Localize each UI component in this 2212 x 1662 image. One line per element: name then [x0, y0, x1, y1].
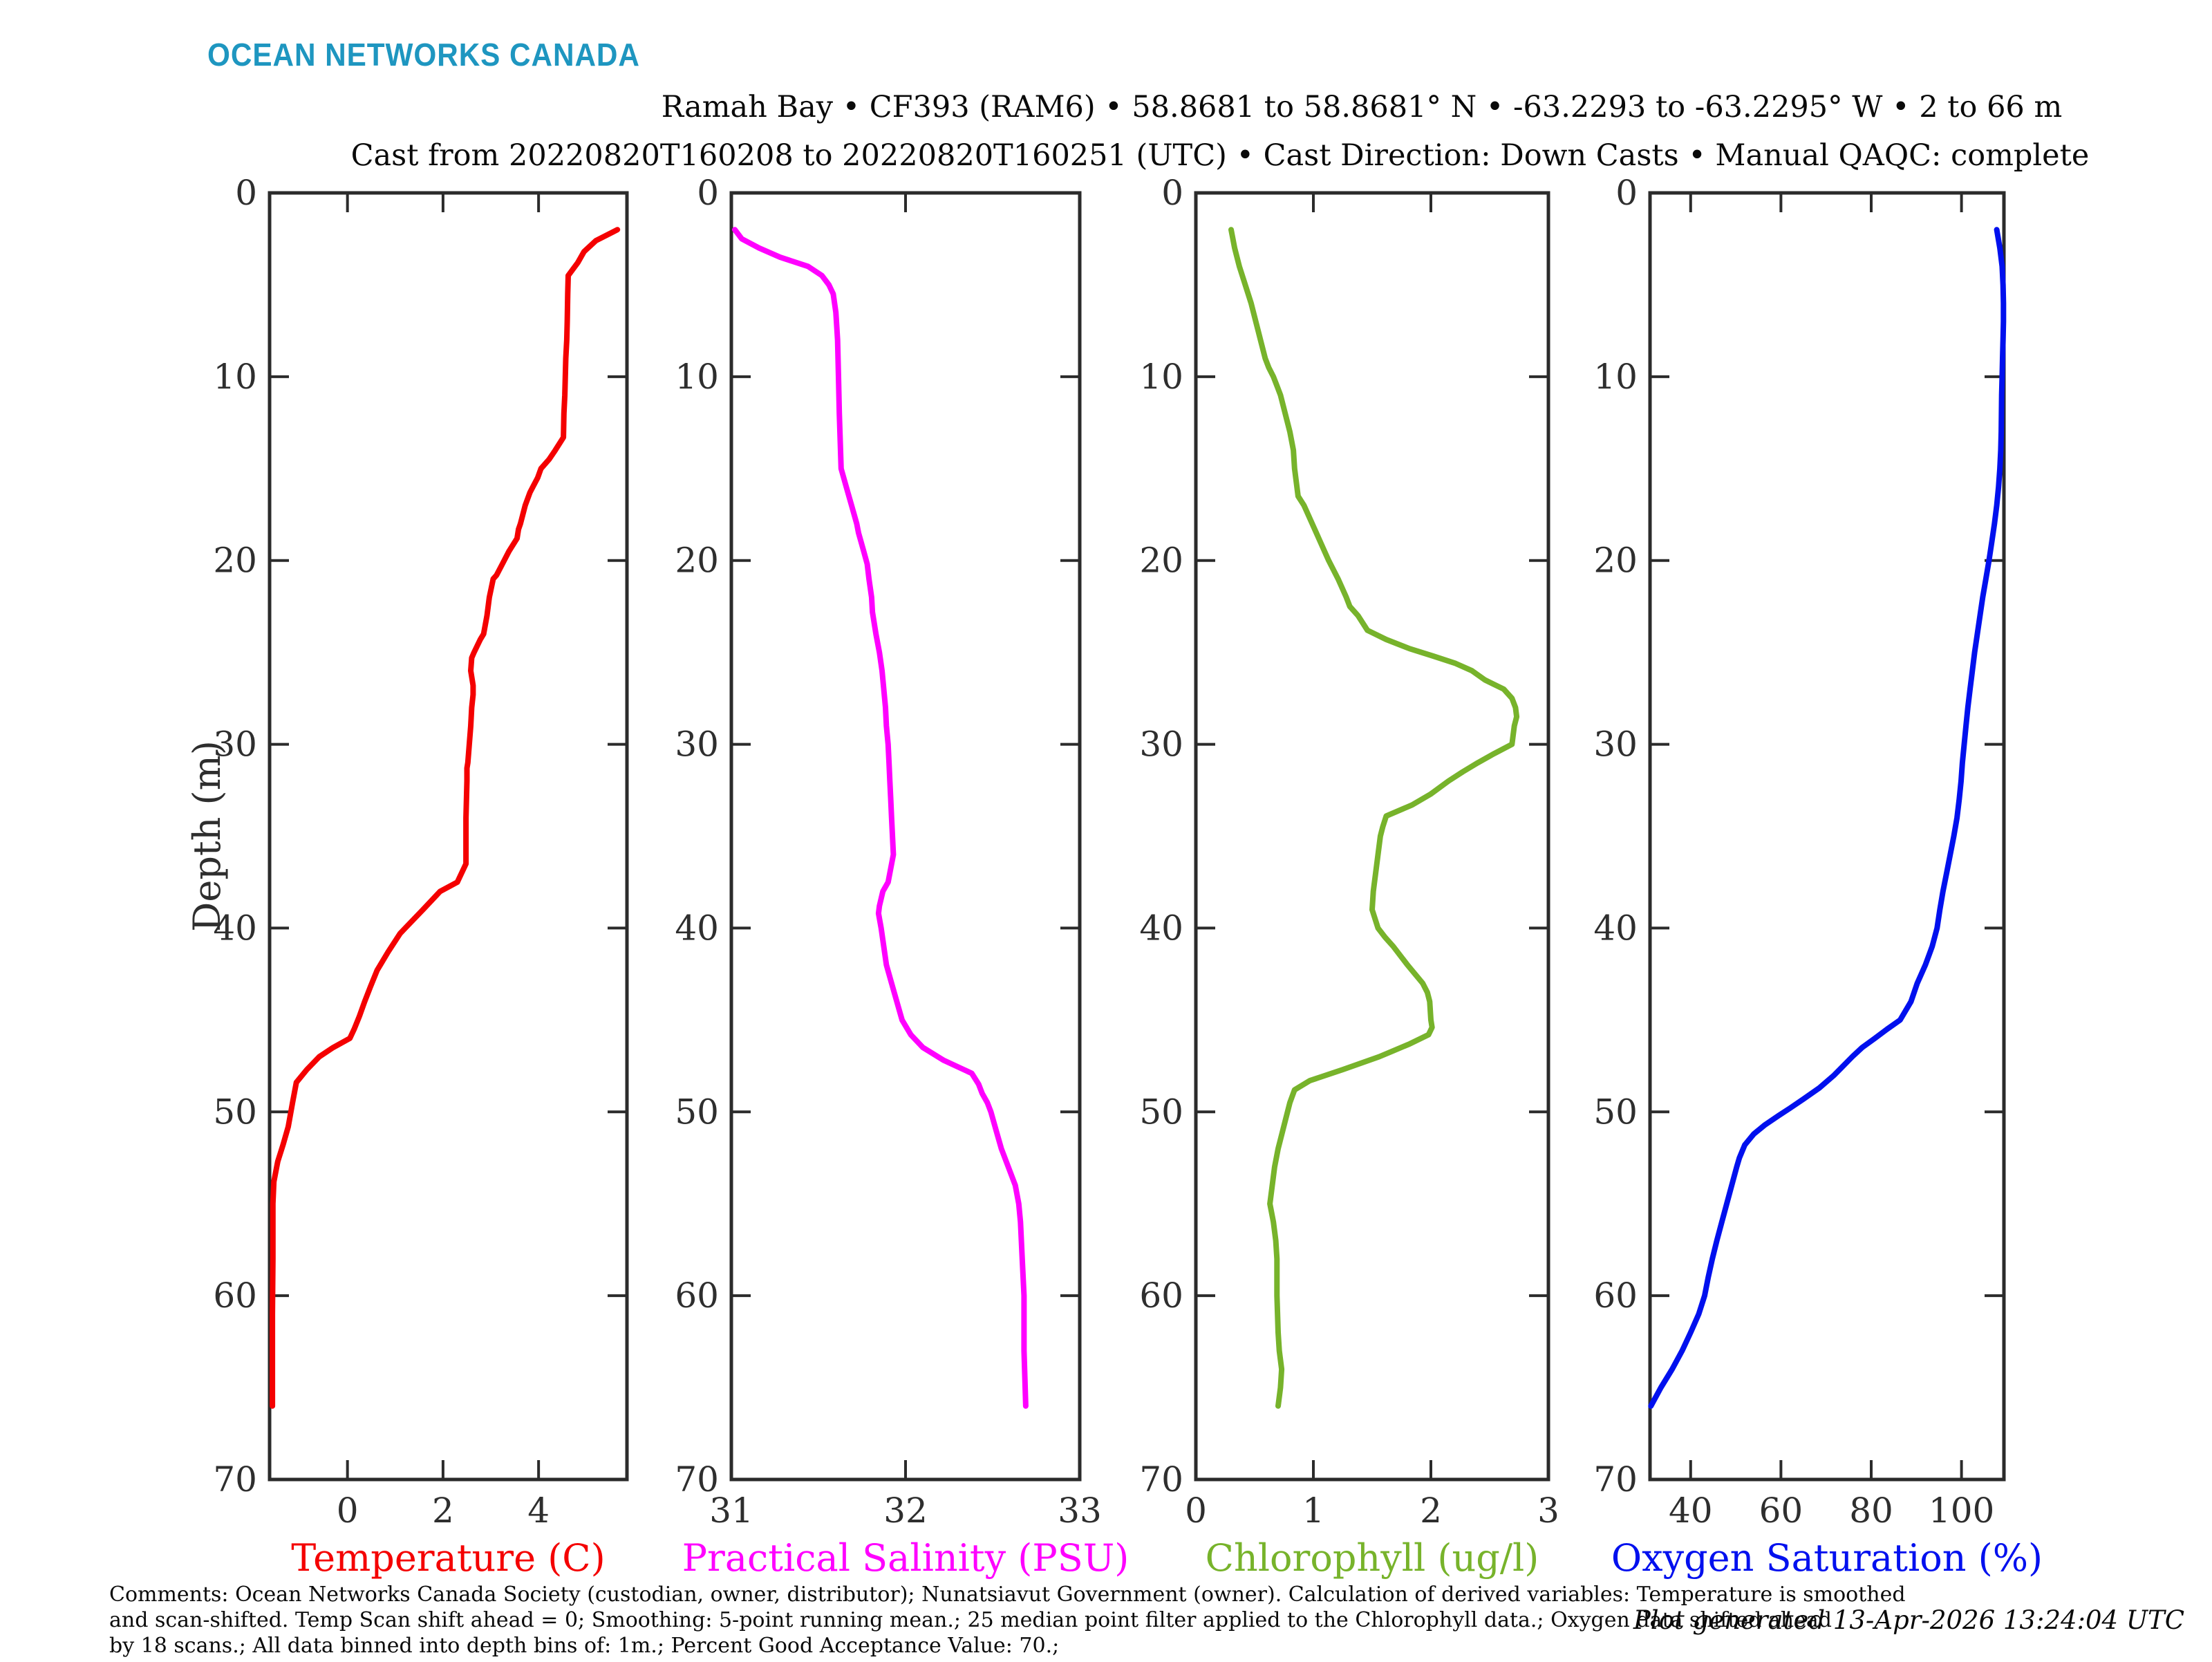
comments-line2: and scan-shifted. Temp Scan shift ahead … — [109, 1608, 1832, 1632]
y-tick-label: 30 — [1593, 725, 1638, 765]
y-tick-label: 10 — [213, 357, 257, 397]
subplot-oxygen_saturation: 40 60 80 100 0 10 20 30 40 50 60 70 Oxygen Saturatio… — [1593, 173, 2043, 1580]
comments-block: Comments: Ocean Networks Canada Society … — [109, 1582, 1906, 1659]
comments-line1: Comments: Ocean Networks Canada Society … — [109, 1582, 1906, 1607]
x-tick-label: 2 — [432, 1491, 454, 1531]
y-tick-label: 70 — [213, 1459, 257, 1500]
x-axis-label-chlorophyll: Chlorophyll (ug/l) — [1206, 1536, 1539, 1580]
comments-line3: by 18 scans.; All data binned into depth… — [109, 1634, 1060, 1658]
y-tick-label: 30 — [213, 725, 257, 765]
axis-box — [1194, 191, 1550, 1482]
y-tick-label: 50 — [675, 1092, 719, 1132]
onc-logo: OCEAN NETWORKS CANADA — [207, 37, 640, 73]
x-axis-label-temperature: Temperature (C) — [291, 1536, 605, 1580]
plot-generated-timestamp: Plot generated 13-Apr-2026 13:24:04 UTC — [1633, 1605, 2184, 1635]
y-tick-label: 50 — [1593, 1092, 1638, 1132]
x-tick-label: 3 — [1537, 1491, 1559, 1531]
y-tick-label: 30 — [1139, 725, 1183, 765]
y-tick-label: 60 — [675, 1276, 719, 1316]
y-tick-label: 40 — [675, 908, 719, 948]
y-tick-label: 20 — [213, 541, 257, 581]
y-tick-label: 60 — [1139, 1276, 1183, 1316]
figure-title-line1: Ramah Bay • CF393 (RAM6) • 58.8681 to 58… — [661, 90, 2063, 124]
x-tick-label: 0 — [1185, 1491, 1207, 1531]
axis-box — [268, 191, 629, 1482]
x-axis-label-practical_salinity: Practical Salinity (PSU) — [682, 1536, 1130, 1580]
y-tick-label: 0 — [697, 173, 719, 213]
x-tick-label: 31 — [709, 1491, 753, 1531]
oxygen_saturation-curve — [1648, 227, 2007, 1409]
temperature-curve — [270, 227, 621, 1409]
x-tick-label: 0 — [337, 1491, 359, 1531]
y-tick-label: 40 — [213, 908, 257, 948]
x-tick-label: 32 — [883, 1491, 928, 1531]
y-tick-label: 70 — [1593, 1459, 1638, 1500]
y-tick-label: 40 — [1139, 908, 1183, 948]
y-tick-label: 60 — [1593, 1276, 1638, 1316]
y-axis-label: Depth (m) — [185, 740, 229, 932]
y-tick-label: 0 — [235, 173, 257, 213]
figure-title-line2: Cast from 20220820T160208 to 20220820T16… — [350, 138, 2090, 173]
y-tick-label: 20 — [1139, 541, 1183, 581]
y-tick-label: 40 — [1593, 908, 1638, 948]
y-tick-label: 10 — [1593, 357, 1638, 397]
y-tick-label: 70 — [675, 1459, 719, 1500]
practical_salinity-curve — [732, 227, 1029, 1409]
x-tick-label: 4 — [527, 1491, 550, 1531]
y-tick-label: 20 — [675, 541, 719, 581]
y-tick-label: 70 — [1139, 1459, 1183, 1500]
x-axis-label-oxygen_saturation: Oxygen Saturation (%) — [1611, 1536, 2043, 1580]
y-tick-label: 50 — [213, 1092, 257, 1132]
x-tick-label: 2 — [1420, 1491, 1442, 1531]
x-tick-label: 1 — [1302, 1491, 1324, 1531]
y-tick-label: 30 — [675, 725, 719, 765]
axis-box — [1648, 191, 2006, 1482]
y-tick-label: 50 — [1139, 1092, 1183, 1132]
y-tick-label: 20 — [1593, 541, 1638, 581]
axis-box — [729, 191, 1082, 1482]
y-tick-label: 0 — [1161, 173, 1183, 213]
x-tick-label: 100 — [1929, 1491, 1994, 1531]
chlorophyll-curve — [1228, 227, 1520, 1409]
y-tick-label: 60 — [213, 1276, 257, 1316]
x-tick-label: 80 — [1849, 1491, 1893, 1531]
y-tick-label: 10 — [675, 357, 719, 397]
y-tick-label: 10 — [1139, 357, 1183, 397]
x-tick-label: 60 — [1759, 1491, 1803, 1531]
x-tick-label: 33 — [1058, 1491, 1102, 1531]
subplot-practical_salinity: 31 32 33 0 10 20 30 40 50 60 70 Practical Salinity … — [675, 173, 1129, 1580]
x-tick-label: 40 — [1669, 1491, 1713, 1531]
y-tick-label: 0 — [1615, 173, 1638, 213]
